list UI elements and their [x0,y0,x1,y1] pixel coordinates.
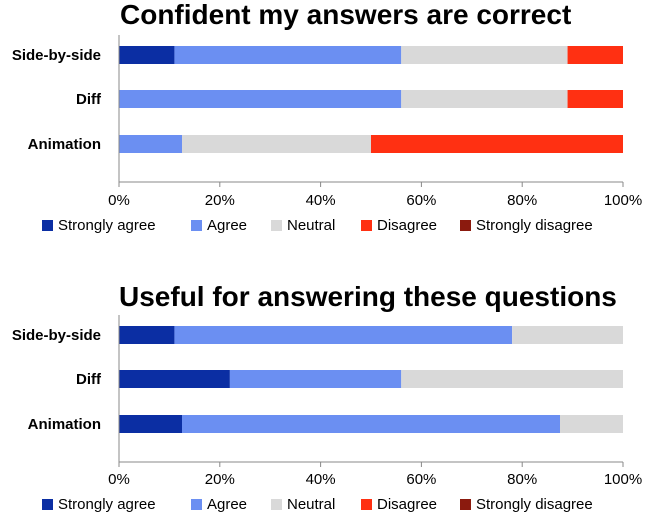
legend-swatch [361,220,372,231]
bar-segment-agree [119,90,402,108]
chart-title: Useful for answering these questions [119,281,617,312]
bar-segment-strongly-agree [119,326,175,344]
bar-segment-neutral [560,415,623,433]
bar-segment-agree [174,46,402,64]
tick-label: 20% [205,471,235,488]
legend-label: Disagree [377,217,437,234]
legend-swatch [460,220,471,231]
tick-label: 60% [406,471,436,488]
bar-segment-neutral [182,135,371,153]
category-label: Side-by-side [12,47,101,64]
bar-segment-agree [174,326,513,344]
tick-label: 40% [306,471,336,488]
legend-swatch [361,499,372,510]
bar-segment-neutral [401,90,568,108]
tick-label: 100% [604,192,642,209]
legend-swatch [42,220,53,231]
tick-label: 40% [306,192,336,209]
tick-label: 100% [604,471,642,488]
tick-label: 20% [205,192,235,209]
legend-label: Agree [207,217,247,234]
bar-segment-strongly-agree [119,370,230,388]
category-label: Animation [28,136,101,153]
tick-label: 0% [108,192,130,209]
legend-label: Neutral [287,217,335,234]
bar-segment-disagree [371,135,623,153]
category-label: Diff [76,371,102,388]
category-label: Animation [28,416,101,433]
legend-label: Strongly agree [58,217,156,234]
category-label: Diff [76,91,102,108]
bar-segment-neutral [401,46,568,64]
legend-label: Disagree [377,496,437,513]
bar-segment-disagree [567,90,623,108]
legend-label: Neutral [287,496,335,513]
legend-swatch [191,499,202,510]
legend-swatch [271,220,282,231]
bar-segment-strongly-agree [119,415,182,433]
legend-swatch [271,499,282,510]
bar-segment-neutral [401,370,623,388]
bar-segment-agree [182,415,560,433]
bar-segment-strongly-agree [119,46,175,64]
tick-label: 60% [406,192,436,209]
legend-label: Strongly agree [58,496,156,513]
bar-segment-disagree [567,46,623,64]
tick-label: 0% [108,471,130,488]
bar-segment-neutral [512,326,623,344]
legend-label: Strongly disagree [476,496,593,513]
chart-title: Confident my answers are correct [120,0,571,30]
legend-label: Strongly disagree [476,217,593,234]
category-label: Side-by-side [12,327,101,344]
tick-label: 80% [507,192,537,209]
legend-swatch [191,220,202,231]
legend-label: Agree [207,496,247,513]
legend-swatch [460,499,471,510]
bar-segment-agree [119,135,182,153]
bar-segment-agree [229,370,402,388]
legend-swatch [42,499,53,510]
tick-label: 80% [507,471,537,488]
